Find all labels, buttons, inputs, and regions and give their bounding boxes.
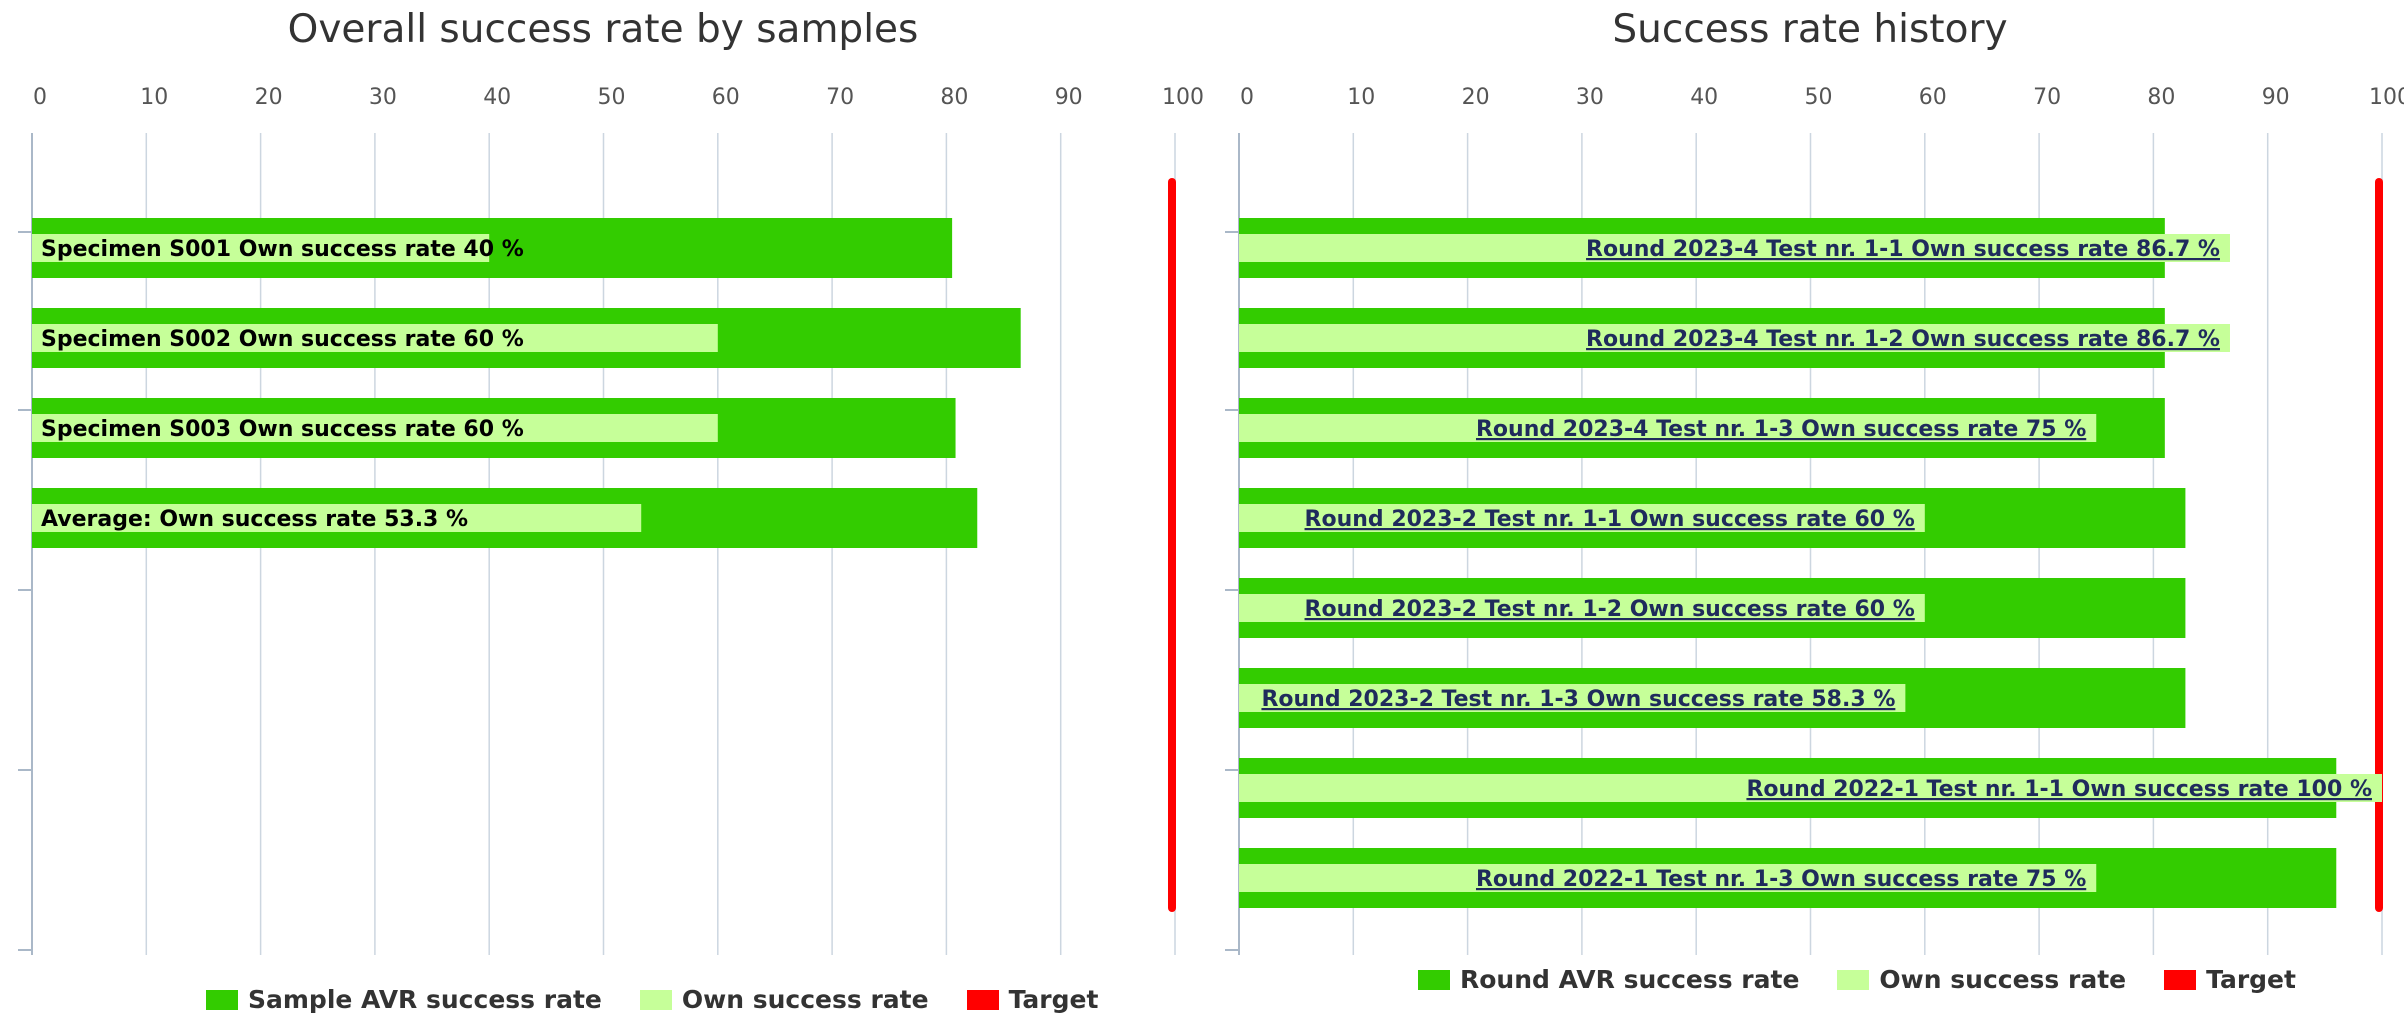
tick-label: 0 (1240, 85, 1254, 110)
tick-label: 0 (33, 85, 47, 110)
own-bar (32, 324, 718, 352)
bar-label[interactable]: Round 2023-4 Test nr. 1-2 Own success ra… (1586, 327, 2220, 352)
tick-label: 50 (1805, 85, 1833, 110)
bar-label[interactable]: Round 2023-4 Test nr. 1-1 Own success ra… (1586, 237, 2220, 262)
own-bar (1239, 234, 2230, 262)
own-bar (1239, 864, 2097, 892)
tick-label: 50 (598, 85, 626, 110)
chart-2: Success rate history 0 10 20 30 40 50 60 70 80 90 1… (1225, 7, 2404, 955)
tick-label: 10 (1347, 85, 1375, 110)
swatch-own (1837, 969, 1870, 990)
bar-label: Average: Own success rate 53.3 % (41, 507, 468, 532)
legend-label-sample-avr: Sample AVR success rate (248, 985, 602, 1014)
own-bar (1239, 504, 1925, 532)
target-line (2375, 178, 2383, 912)
tick-label: 100 (1162, 85, 1204, 110)
swatch-avr (206, 989, 238, 1010)
legend-right: Round AVR success rate Own success rate … (1418, 965, 2296, 994)
bar-label[interactable]: Round 2023-2 Test nr. 1-2 Own success ra… (1305, 597, 1915, 622)
tick-label: 90 (2262, 85, 2290, 110)
bar-label[interactable]: Round 2023-2 Test nr. 1-1 Own success ra… (1305, 507, 1915, 532)
tick-label: 100 (2369, 85, 2404, 110)
own-bar (1239, 414, 2097, 442)
legend-label-own-left: Own success rate (681, 985, 929, 1014)
tick-label: 20 (1462, 85, 1490, 110)
tick-label: 30 (1576, 85, 1604, 110)
legend-item-own-left[interactable]: Own success rate (639, 985, 929, 1014)
legend-item-target-left[interactable]: Target (966, 985, 1099, 1014)
tick-label: 60 (1919, 85, 1947, 110)
bar-label: Specimen S002 Own success rate 60 % (41, 327, 524, 352)
bar-label[interactable]: Round 2023-4 Test nr. 1-3 Own success ra… (1476, 417, 2086, 442)
tick-label: 30 (369, 85, 397, 110)
bar-label[interactable]: Round 2022-1 Test nr. 1-3 Own success ra… (1476, 867, 2086, 892)
tick-label: 60 (712, 85, 740, 110)
bar-label[interactable]: Round 2022-1 Test nr. 1-1 Own success ra… (1746, 777, 2372, 802)
swatch-own (639, 989, 672, 1010)
tick-label: 70 (2033, 85, 2061, 110)
legend-label-target-left: Target (1008, 985, 1099, 1014)
legend-item-sample-avr[interactable]: Sample AVR success rate (206, 985, 602, 1014)
legend-item-round-avr[interactable]: Round AVR success rate (1418, 965, 1799, 994)
own-bar (1239, 684, 1906, 712)
chart-title: Overall success rate by samples (288, 7, 919, 52)
bar-label[interactable]: Round 2023-2 Test nr. 1-3 Own success ra… (1261, 687, 1895, 712)
target-line (1168, 178, 1176, 912)
swatch-target (2164, 969, 2197, 990)
tick-label: 80 (940, 85, 968, 110)
legend-label-target-right: Target (2206, 965, 2296, 994)
legend-left: Sample AVR success rate Own success rate… (206, 985, 1098, 1014)
legend-item-target-right[interactable]: Target (2164, 965, 2296, 994)
tick-label: 80 (2147, 85, 2175, 110)
swatch-avr (1418, 969, 1450, 990)
tick-label: 20 (255, 85, 283, 110)
legend-label-round-avr: Round AVR success rate (1460, 965, 1800, 994)
own-bar (1239, 324, 2230, 352)
tick-label: 10 (140, 85, 168, 110)
legend-label-own-right: Own success rate (1879, 965, 2127, 994)
chart-1: Overall success rate by samples 0 10 20 30 40… (18, 7, 1204, 955)
tick-label: 40 (1690, 85, 1718, 110)
own-bar (32, 414, 718, 442)
tick-label: 40 (483, 85, 511, 110)
bar-label: Specimen S003 Own success rate 60 % (41, 417, 524, 442)
chart-title: Success rate history (1612, 7, 2007, 52)
own-bar (1239, 774, 2382, 802)
tick-label: 70 (826, 85, 854, 110)
legend-item-own-right[interactable]: Own success rate (1837, 965, 2126, 994)
bar-label: Specimen S001 Own success rate 40 % (41, 237, 524, 262)
own-bar (32, 234, 490, 262)
swatch-target (966, 989, 999, 1010)
own-bar (1239, 594, 1925, 622)
own-bar (32, 504, 642, 532)
tick-label: 90 (1055, 85, 1083, 110)
